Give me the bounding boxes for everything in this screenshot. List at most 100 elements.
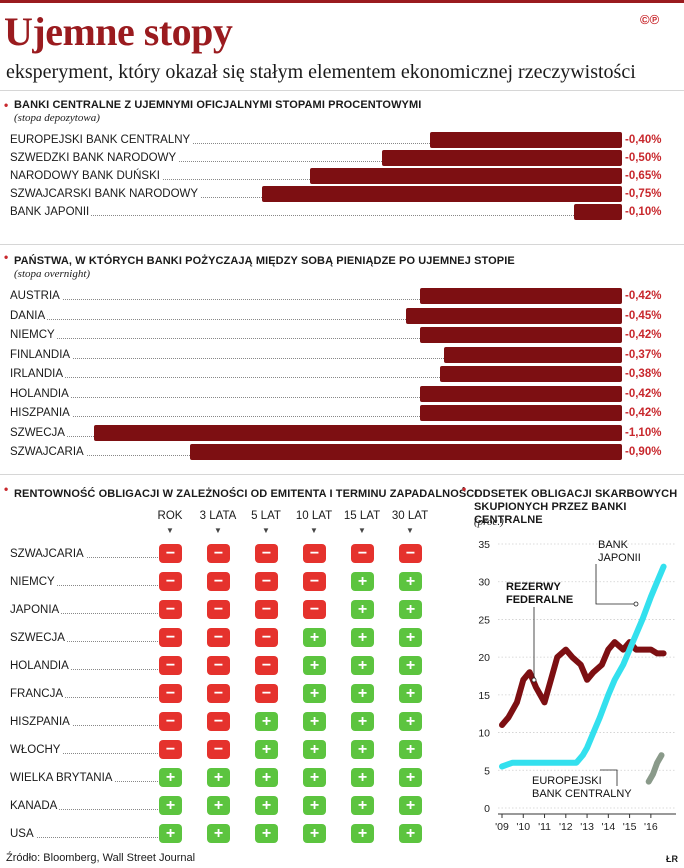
bar-category-label: SZWECJA	[10, 425, 67, 440]
bar-mark	[574, 204, 622, 220]
bar-value-label: -0,65%	[625, 170, 662, 182]
positive-yield-cell: +	[303, 796, 326, 815]
section-separator	[0, 90, 684, 91]
positive-yield-cell: +	[399, 600, 422, 619]
ecb-label-line2: BANK CENTRALNY	[532, 788, 632, 800]
bar-mark	[420, 288, 622, 304]
negative-yield-cell: −	[207, 628, 230, 647]
column-arrow-icon: ▼	[310, 526, 318, 535]
bar-leader-dots	[10, 299, 622, 300]
row-leader-dots	[10, 725, 158, 726]
section-bullet-icon: •	[4, 98, 9, 112]
bar-category-label: BANK JAPONII	[10, 205, 92, 219]
positive-yield-cell: +	[303, 740, 326, 759]
bar-leader-dots	[10, 161, 622, 162]
bar-leader-dots	[10, 396, 622, 398]
negative-yield-cell: −	[255, 600, 278, 619]
negative-yield-cell: −	[207, 740, 230, 759]
bar-mark	[382, 150, 622, 166]
section-separator	[0, 474, 684, 475]
author-initials: ŁR	[666, 854, 678, 864]
bar-leader-dots	[10, 318, 622, 320]
positive-yield-cell: +	[351, 824, 374, 843]
table-row-label: WŁOCHY	[10, 743, 63, 757]
bar-value-label: -0,40%	[625, 134, 662, 146]
y-tick-label: 15	[478, 690, 490, 702]
positive-yield-cell: +	[399, 684, 422, 703]
bar-value-label: -0,50%	[625, 152, 662, 164]
positive-yield-cell: +	[303, 656, 326, 675]
bar-mark	[94, 424, 622, 441]
negative-yield-cell: −	[399, 544, 422, 563]
x-tick-label: '10	[516, 821, 530, 833]
y-tick-label: 5	[484, 765, 490, 777]
y-tick-label: 25	[478, 614, 490, 626]
column-arrow-icon: ▼	[214, 526, 222, 535]
positive-yield-cell: +	[399, 628, 422, 647]
bar-mark	[420, 327, 622, 343]
negative-yield-cell: −	[207, 712, 230, 731]
x-tick-label: '11	[538, 821, 551, 833]
bar-leader-dots	[10, 416, 622, 417]
x-tick-label: '09	[495, 821, 509, 833]
ecb-leader-line	[600, 769, 618, 786]
x-tick-label: '16	[644, 821, 658, 833]
positive-yield-cell: +	[159, 768, 182, 787]
bar-mark	[420, 405, 622, 421]
bar-mark	[430, 132, 622, 148]
row-leader-dots	[10, 585, 158, 586]
bar-leader-dots	[10, 143, 622, 144]
negative-yield-cell: −	[159, 656, 182, 675]
section4-subtitle: (proc.)	[474, 516, 504, 528]
positive-yield-cell: +	[351, 740, 374, 759]
y-tick-label: 35	[478, 539, 490, 551]
bar-leader-dots	[10, 215, 622, 216]
table-row-label: NIEMCY	[10, 575, 57, 589]
bar-mark	[262, 186, 622, 202]
negative-yield-cell: −	[159, 600, 182, 619]
negative-yield-cell: −	[207, 544, 230, 563]
bar-mark	[310, 168, 622, 184]
positive-yield-cell: +	[207, 824, 230, 843]
ecb-label-line1: EUROPEJSKI	[532, 775, 602, 787]
bar-mark	[406, 307, 622, 324]
section-bullet-icon: •	[462, 482, 467, 496]
bar-value-label: -0,37%	[625, 348, 662, 361]
negative-yield-cell: −	[159, 572, 182, 591]
table-row-label: KANADA	[10, 799, 60, 813]
negative-yield-cell: −	[351, 544, 374, 563]
section2-title: Państwa, w których banki pożyczają międz…	[14, 255, 515, 267]
positive-yield-cell: +	[351, 796, 374, 815]
source-note: Źródło: Bloomberg, Wall Street Journal	[6, 852, 196, 864]
section3-title: Rentowność obligacji w zależności od emi…	[14, 488, 478, 500]
bar-mark	[444, 346, 622, 363]
row-leader-dots	[10, 641, 158, 642]
x-tick-label: '15	[623, 821, 637, 833]
negative-yield-cell: −	[159, 628, 182, 647]
row-leader-dots	[10, 697, 158, 698]
column-arrow-icon: ▼	[166, 526, 174, 535]
bar-category-label: NIEMCY	[10, 328, 57, 342]
bar-category-label: SZWAJCARIA	[10, 445, 86, 459]
positive-yield-cell: +	[351, 656, 374, 675]
page-title: Ujemne stopy	[4, 9, 233, 54]
y-tick-label: 0	[484, 803, 490, 815]
table-row-label: SZWAJCARIA	[10, 547, 86, 561]
fed-label-line1: REZERWY	[506, 581, 561, 593]
negative-yield-cell: −	[255, 656, 278, 675]
negative-yield-cell: −	[207, 600, 230, 619]
positive-yield-cell: +	[303, 768, 326, 787]
positive-yield-cell: +	[159, 824, 182, 843]
table-row-label: JAPONIA	[10, 603, 62, 617]
bar-value-label: -0,45%	[625, 309, 662, 322]
bar-mark	[190, 444, 622, 460]
bar-category-label: EUROPEJSKI BANK CENTRALNY	[10, 133, 193, 147]
negative-yield-cell: −	[159, 712, 182, 731]
page-subtitle: eksperyment, który okazał się stałym ele…	[6, 61, 636, 83]
fed-leader-dot	[531, 677, 537, 683]
negative-yield-cell: −	[159, 684, 182, 703]
bar-value-label: -0,38%	[625, 368, 662, 380]
positive-yield-cell: +	[399, 740, 422, 759]
bar-value-label: -0,75%	[625, 188, 662, 200]
row-leader-dots	[10, 837, 158, 838]
